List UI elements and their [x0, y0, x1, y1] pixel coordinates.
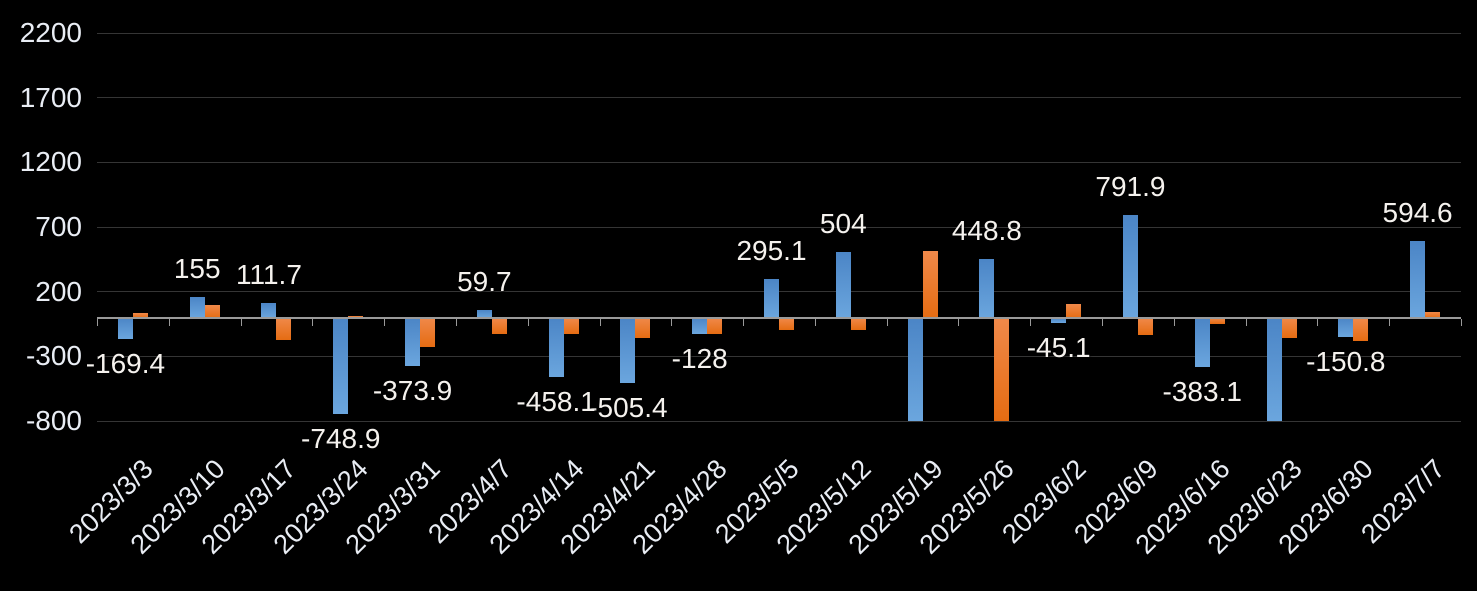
bar-blue[interactable] — [189, 297, 205, 318]
x-axis-tick-mark — [886, 318, 888, 326]
bar-value-label: 448.8 — [951, 215, 1022, 247]
bar-orange[interactable] — [491, 317, 507, 334]
bar-orange[interactable] — [707, 317, 723, 335]
x-axis-tick-mark — [814, 318, 816, 326]
gridline — [97, 291, 1461, 293]
x-axis-tick-mark — [1317, 318, 1319, 326]
bar-blue[interactable] — [476, 309, 492, 318]
bar-orange[interactable] — [1209, 317, 1225, 324]
x-axis-tick-mark — [1389, 318, 1391, 326]
bar-orange[interactable] — [276, 317, 292, 340]
x-axis-line — [97, 316, 1461, 319]
bar-blue[interactable] — [1338, 317, 1354, 338]
bar-orange[interactable] — [922, 250, 938, 318]
x-axis-tick-mark — [958, 318, 960, 326]
bar-value-label: 791.9 — [1095, 171, 1166, 203]
x-axis-tick-mark — [168, 318, 170, 326]
bar-blue[interactable] — [1266, 317, 1282, 421]
bar-orange[interactable] — [1425, 311, 1441, 318]
y-axis-tick-label: 1700 — [19, 81, 82, 113]
bar-orange[interactable] — [1137, 317, 1153, 335]
y-axis-tick-label: 700 — [35, 211, 82, 242]
x-axis-tick-mark — [384, 318, 386, 326]
bar-value-label: -383.1 — [1162, 376, 1242, 408]
gridline — [97, 420, 1461, 422]
x-axis-tick-mark — [1102, 318, 1104, 326]
bar-blue[interactable] — [117, 317, 133, 340]
bar-value-label: -150.8 — [1306, 346, 1386, 378]
x-axis-tick-mark — [1461, 318, 1462, 326]
x-axis-tick-mark — [1173, 318, 1175, 326]
bar-orange[interactable] — [635, 317, 651, 339]
bar-blue[interactable] — [261, 303, 277, 318]
bar-orange[interactable] — [994, 317, 1010, 421]
bar-blue[interactable] — [405, 317, 421, 366]
y-axis-tick-label: 200 — [35, 275, 82, 307]
x-axis-tick-mark — [1245, 318, 1247, 326]
bar-orange[interactable] — [1353, 317, 1369, 342]
bar-value-label: -373.9 — [372, 374, 453, 406]
x-axis-tick-mark — [599, 318, 601, 326]
bar-orange[interactable] — [420, 317, 436, 348]
bar-orange[interactable] — [1281, 317, 1297, 338]
bar-blue[interactable] — [1410, 240, 1426, 318]
bar-value-label: -45.1 — [1026, 332, 1091, 364]
gridline — [97, 355, 1461, 357]
bar-blue[interactable] — [548, 317, 564, 377]
bar-value-label: -458.1 — [516, 385, 596, 417]
bar-value-label: 594.6 — [1382, 196, 1453, 228]
x-axis-tick-mark — [527, 318, 529, 326]
bar-value-label: -748.9 — [301, 423, 381, 455]
bar-blue[interactable] — [979, 259, 995, 318]
x-axis-tick-mark — [240, 318, 242, 326]
x-axis-tick-mark — [97, 318, 98, 326]
bar-orange[interactable] — [132, 313, 148, 318]
x-axis-tick-mark — [312, 318, 314, 326]
bar-blue[interactable] — [1051, 317, 1067, 324]
bar-value-label: 155 — [173, 253, 221, 285]
x-axis-tick-mark — [1030, 318, 1032, 326]
bar-orange[interactable] — [204, 304, 220, 318]
bar-blue[interactable] — [333, 317, 349, 415]
gridline — [97, 32, 1461, 34]
bar-blue[interactable] — [692, 317, 708, 335]
y-axis-tick-label: 1200 — [19, 146, 82, 178]
y-axis-tick-label: -800 — [25, 405, 82, 436]
gridline — [97, 226, 1461, 228]
x-axis-tick-mark — [743, 318, 745, 326]
bar-blue[interactable] — [620, 317, 636, 383]
bar-value-label: -505.4 — [588, 391, 668, 423]
bar-value-label: 59.7 — [457, 265, 512, 297]
gridline — [97, 97, 1461, 99]
bar-value-label: 504 — [819, 208, 867, 240]
gridline — [97, 161, 1461, 163]
bar-blue[interactable] — [1122, 215, 1138, 318]
bar-blue[interactable] — [1194, 317, 1210, 368]
y-axis-tick-label: 2200 — [19, 17, 82, 48]
bar-blue[interactable] — [907, 317, 923, 421]
bar-value-label: -128 — [671, 343, 728, 375]
bar-blue[interactable] — [835, 252, 851, 318]
x-axis-tick-mark — [455, 318, 457, 326]
bar-value-label: 295.1 — [736, 235, 807, 267]
y-axis-tick-label: -300 — [25, 340, 82, 372]
x-axis-tick-mark — [671, 318, 673, 326]
bar-orange[interactable] — [563, 317, 579, 335]
bar-value-label: -169.4 — [85, 348, 166, 380]
bar-value-label: 111.7 — [236, 259, 302, 291]
bar-orange[interactable] — [1066, 303, 1082, 318]
bar-orange[interactable] — [850, 317, 866, 331]
bar-blue[interactable] — [764, 279, 779, 318]
bar-orange[interactable] — [779, 317, 794, 331]
